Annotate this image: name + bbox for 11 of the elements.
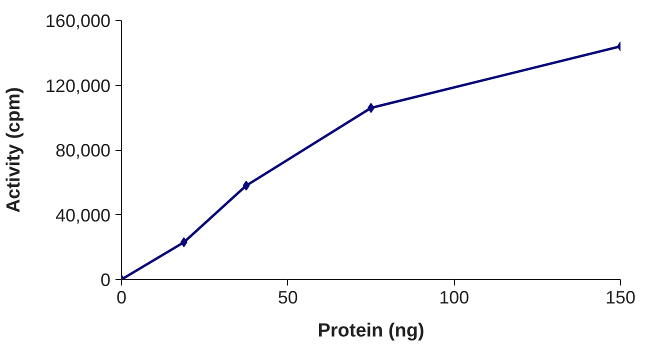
x-axis-title: Protein (ng) [318,320,424,342]
y-tick-label: 120,000 [45,76,111,96]
x-tick-label: 150 [605,288,636,308]
y-tick-label: 0 [100,270,111,290]
x-tick-label: 50 [278,288,298,308]
x-tick-label: 0 [116,288,127,308]
x-tick-label: 100 [439,288,470,308]
y-tick-label: 80,000 [55,140,111,160]
y-tick-label: 160,000 [45,11,111,31]
y-axis-title: Activity (cpm) [3,87,24,213]
y-tick-label: 40,000 [55,205,111,226]
